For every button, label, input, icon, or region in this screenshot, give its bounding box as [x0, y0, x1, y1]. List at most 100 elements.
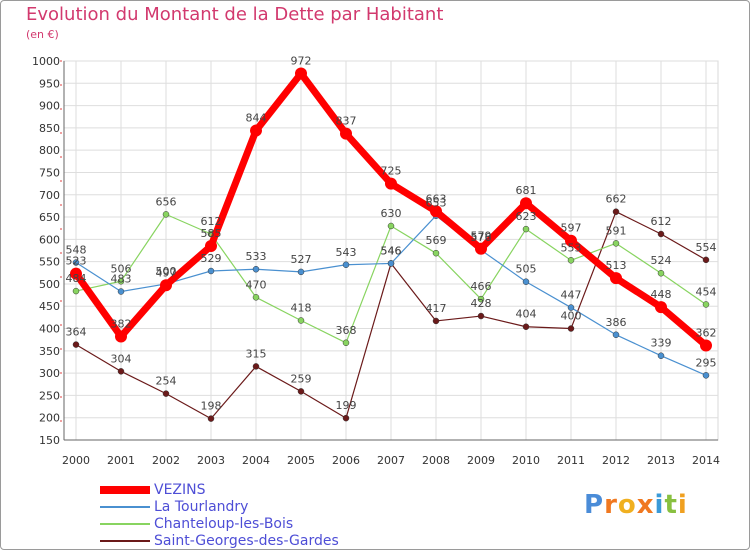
- data-point: [432, 249, 440, 257]
- data-label: 591: [606, 224, 627, 237]
- y-tick-label: 750: [39, 166, 60, 179]
- data-point: [160, 279, 172, 292]
- legend-swatch: [100, 540, 150, 542]
- data-label: 505: [516, 263, 537, 276]
- data-label: 259: [291, 372, 312, 385]
- data-point: [162, 211, 170, 218]
- data-point: [387, 222, 395, 230]
- data-label: 553: [561, 241, 582, 254]
- x-tick-label: 2001: [107, 454, 135, 467]
- data-point: [700, 339, 712, 352]
- data-label: 484: [66, 272, 87, 285]
- data-label: 417: [426, 302, 447, 315]
- data-label: 315: [246, 347, 267, 360]
- data-labels: 523 382 497 585 844 972 837 725 663 579 681 597 513 4…: [66, 54, 717, 412]
- data-label: 364: [66, 326, 87, 339]
- data-point: [117, 278, 125, 285]
- data-point: [117, 368, 125, 375]
- y-tick-label: 950: [39, 77, 60, 90]
- data-label: 630: [381, 207, 402, 220]
- legend-label: La Tourlandry: [154, 499, 249, 515]
- y-tick-label: 500: [39, 278, 60, 291]
- data-label: 523: [66, 255, 87, 268]
- data-point: [342, 414, 350, 422]
- data-point: [385, 177, 397, 190]
- data-label: 404: [516, 308, 537, 321]
- data-point: [207, 415, 215, 422]
- logo-letter: i: [654, 490, 665, 520]
- data-label: 844: [246, 112, 267, 125]
- data-point: [477, 312, 485, 320]
- legend-item: VEZINS: [100, 482, 400, 499]
- axes: 150 200 250 300 350 400 450 500 550 600 650 700 750 8…: [32, 55, 720, 467]
- data-label: 543: [336, 246, 357, 259]
- logo-letter: x: [636, 490, 655, 520]
- data-point: [702, 256, 710, 264]
- data-point: [477, 295, 485, 303]
- data-label: 623: [516, 210, 537, 223]
- data-point: [475, 242, 487, 255]
- data-label: 656: [156, 195, 177, 208]
- logo-letter: o: [617, 490, 637, 520]
- data-label: 470: [246, 278, 267, 291]
- data-point: [297, 388, 305, 395]
- data-label: 554: [696, 241, 717, 254]
- y-tick-label: 1000: [32, 55, 60, 68]
- legend-label: Saint-Georges-des-Gardes: [154, 533, 339, 549]
- data-point: [702, 301, 710, 308]
- y-tick-label: 800: [39, 144, 60, 157]
- y-tick-label: 650: [39, 211, 60, 224]
- data-label: 454: [696, 285, 717, 298]
- x-tick-label: 2000: [62, 454, 90, 467]
- x-tick-label: 2003: [197, 454, 225, 467]
- data-point: [657, 352, 665, 359]
- x-tick-label: 2014: [692, 454, 720, 467]
- data-label: 576: [471, 231, 492, 244]
- data-point: [117, 288, 125, 295]
- legend-item: Saint-Georges-des-Gardes: [100, 533, 400, 550]
- y-tick-label: 900: [39, 100, 60, 113]
- x-tick-label: 2010: [512, 454, 540, 467]
- data-label: 612: [201, 215, 222, 228]
- data-point: [610, 272, 622, 285]
- logo-letter: P: [584, 490, 605, 520]
- data-label: 663: [426, 192, 447, 205]
- data-point: [567, 257, 575, 264]
- data-label: 681: [516, 184, 537, 197]
- data-point: [522, 225, 530, 233]
- data-point: [252, 363, 260, 370]
- x-tick-label: 2008: [422, 454, 450, 467]
- data-label: 254: [156, 375, 177, 388]
- data-point: [72, 287, 80, 295]
- data-point: [340, 127, 352, 140]
- data-label: 386: [606, 316, 627, 329]
- data-label: 548: [66, 244, 87, 257]
- x-tick-label: 2005: [287, 454, 315, 467]
- data-label: 497: [156, 266, 177, 279]
- data-label: 653: [426, 197, 447, 210]
- data-label: 524: [651, 254, 672, 267]
- data-label: 500: [156, 265, 177, 278]
- data-point: [522, 278, 530, 285]
- legend-item: La Tourlandry: [100, 499, 400, 516]
- data-point: [207, 267, 215, 275]
- data-label: 447: [561, 289, 582, 302]
- data-label: 546: [381, 244, 402, 257]
- data-label: 199: [336, 399, 357, 412]
- legend-item: Chanteloup-les-Bois: [100, 516, 400, 533]
- data-point: [432, 317, 440, 325]
- chart-subtitle: (en €): [26, 28, 59, 41]
- x-tick-label: 2009: [467, 454, 495, 467]
- data-label: 362: [696, 326, 717, 339]
- logo-letter: i: [677, 490, 688, 520]
- data-label: 569: [426, 234, 447, 247]
- data-label: 662: [606, 193, 627, 206]
- data-point: [72, 259, 80, 266]
- data-point: [657, 230, 665, 238]
- data-point: [250, 124, 262, 137]
- y-tick-label: 150: [39, 434, 60, 447]
- data-point: [567, 304, 575, 311]
- logo-letter: t: [664, 490, 678, 520]
- data-point: [612, 331, 620, 339]
